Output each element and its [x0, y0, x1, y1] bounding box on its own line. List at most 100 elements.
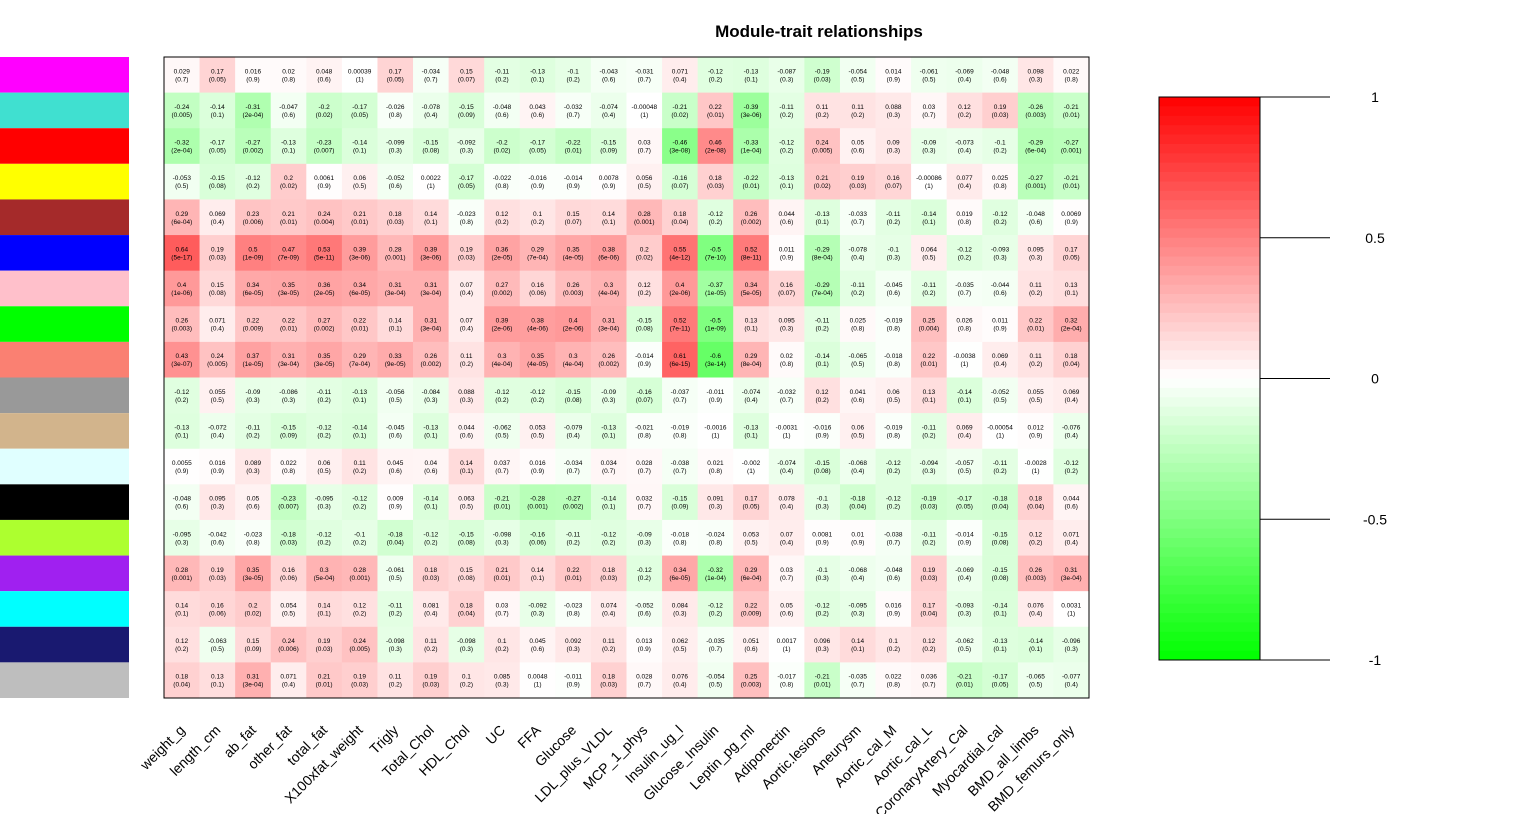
heatmap-cell: [911, 341, 947, 378]
trait-label: UC: [482, 722, 508, 748]
cell-correlation-label: 0.00039: [348, 68, 372, 75]
cell-correlation-label: 0.15: [460, 68, 473, 75]
cell-correlation-label: -0.14: [423, 496, 438, 503]
heatmap-cell: [413, 199, 449, 236]
cell-pvalue-label: (0.7): [638, 504, 651, 511]
cell-pvalue-label: (2e-04): [1061, 326, 1082, 333]
cell-correlation-label: 0.12: [638, 282, 651, 289]
heatmap-cell: [555, 413, 592, 450]
cell-pvalue-label: (0.2): [317, 397, 330, 404]
cell-correlation-label: 0.46: [709, 140, 722, 147]
heatmap-cell: [804, 235, 841, 271]
cell-correlation-label: -0.15: [281, 424, 296, 431]
cell-pvalue-label: (3e-06): [741, 112, 762, 119]
cell-pvalue-label: (0.03): [920, 575, 937, 582]
heatmap-cell: [377, 270, 414, 307]
cell-pvalue-label: (0.9): [175, 468, 188, 475]
heatmap-cell: [946, 341, 983, 378]
cell-pvalue-label: (0.6): [1029, 219, 1042, 226]
heatmap-cell: [413, 413, 449, 450]
cell-pvalue-label: (0.2): [1029, 539, 1042, 546]
cell-correlation-label: -0.09: [921, 140, 936, 147]
cell-pvalue-label: (3e-05): [314, 361, 335, 368]
cell-correlation-label: 0.02: [780, 353, 793, 360]
heatmap-cell: [875, 341, 912, 378]
cell-correlation-label: -0.062: [955, 638, 974, 645]
cell-pvalue-label: (0.1): [602, 432, 615, 439]
cell-pvalue-label: (3e-07): [171, 361, 192, 368]
cell-pvalue-label: (0.1): [851, 646, 864, 653]
heatmap-cell: [1017, 270, 1054, 307]
heatmap-cell: [626, 413, 663, 450]
heatmap-cell: [377, 341, 414, 378]
heatmap-cell: [697, 235, 734, 271]
cell-pvalue-label: (0.4): [958, 148, 971, 155]
cell-pvalue-label: (0.7): [638, 148, 651, 155]
cell-correlation-label: 0.27: [496, 282, 509, 289]
cell-correlation-label: -0.11: [815, 318, 830, 325]
cell-correlation-label: -0.12: [708, 211, 723, 218]
cell-correlation-label: -0.17: [957, 496, 972, 503]
colorbar-segment: [1159, 97, 1260, 107]
cell-pvalue-label: (5e-17): [171, 254, 192, 261]
cell-correlation-label: 0.19: [211, 567, 224, 574]
heatmap-cell: [270, 163, 307, 200]
cell-pvalue-label: (0.5): [887, 397, 900, 404]
heatmap-cell: [804, 163, 841, 200]
heatmap-cell: [733, 128, 770, 165]
cell-correlation-label: 0.034: [601, 460, 618, 467]
cell-correlation-label: 0.18: [425, 567, 438, 574]
cell-pvalue-label: (0.2): [460, 361, 473, 368]
cell-correlation-label: -0.12: [886, 496, 901, 503]
heatmap-cell: [911, 128, 947, 165]
cell-pvalue-label: (0.4): [211, 432, 224, 439]
cell-correlation-label: 0.096: [814, 638, 831, 645]
heatmap-cell: [982, 57, 1019, 93]
heatmap-cell: [413, 57, 449, 93]
cell-correlation-label: -0.034: [564, 460, 583, 467]
heatmap-cell: [484, 306, 521, 343]
cell-pvalue-label: (0.4): [460, 326, 473, 333]
cell-correlation-label: -0.014: [564, 175, 583, 182]
cell-correlation-label: 0.13: [1065, 282, 1078, 289]
heatmap-cell: [270, 591, 307, 628]
cell-pvalue-label: (0.2): [495, 646, 508, 653]
cell-pvalue-label: (0.3): [887, 254, 900, 261]
cell-pvalue-label: (0.1): [815, 361, 828, 368]
heatmap-cell: [413, 626, 449, 663]
heatmap-cell: [306, 519, 343, 556]
cell-correlation-label: -0.086: [279, 389, 298, 396]
cell-correlation-label: 0.1: [889, 638, 898, 645]
colorbar-segment: [1159, 350, 1260, 361]
heatmap-cell: [341, 484, 378, 521]
heatmap-cell: [1053, 270, 1090, 307]
heatmap-cell: [875, 235, 912, 271]
cell-pvalue-label: (0.08): [992, 575, 1009, 582]
cell-pvalue-label: (0.9): [815, 432, 828, 439]
cell-pvalue-label: (0.002): [421, 361, 442, 368]
cell-correlation-label: 0.014: [885, 68, 902, 75]
heatmap-cell: [164, 270, 200, 307]
heatmap-cell: [341, 306, 378, 343]
cell-pvalue-label: (0.02): [244, 610, 261, 617]
heatmap-cell: [555, 484, 592, 521]
cell-correlation-label: 0.32: [1065, 318, 1078, 325]
heatmap-cell: [662, 341, 698, 378]
cell-pvalue-label: (0.4): [424, 112, 437, 119]
cell-pvalue-label: (1): [1032, 468, 1040, 475]
cell-pvalue-label: (0.03): [280, 539, 297, 546]
heatmap-cell: [199, 235, 236, 271]
cell-correlation-label: 0.31: [247, 674, 260, 681]
colorbar-segment: [1159, 528, 1260, 539]
cell-correlation-label: 0.1: [497, 638, 506, 645]
heatmap-cell: [590, 555, 627, 592]
cell-pvalue-label: (0.3): [460, 646, 473, 653]
heatmap-cell: [946, 519, 983, 556]
heatmap-cell: [448, 270, 485, 307]
heatmap-cell: [164, 413, 200, 450]
cell-pvalue-label: (0.5): [531, 432, 544, 439]
cell-correlation-label: 0.098: [1027, 68, 1044, 75]
cell-pvalue-label: (0.3): [566, 646, 579, 653]
cell-correlation-label: 0.028: [636, 460, 653, 467]
heatmap-cell: [448, 662, 485, 699]
